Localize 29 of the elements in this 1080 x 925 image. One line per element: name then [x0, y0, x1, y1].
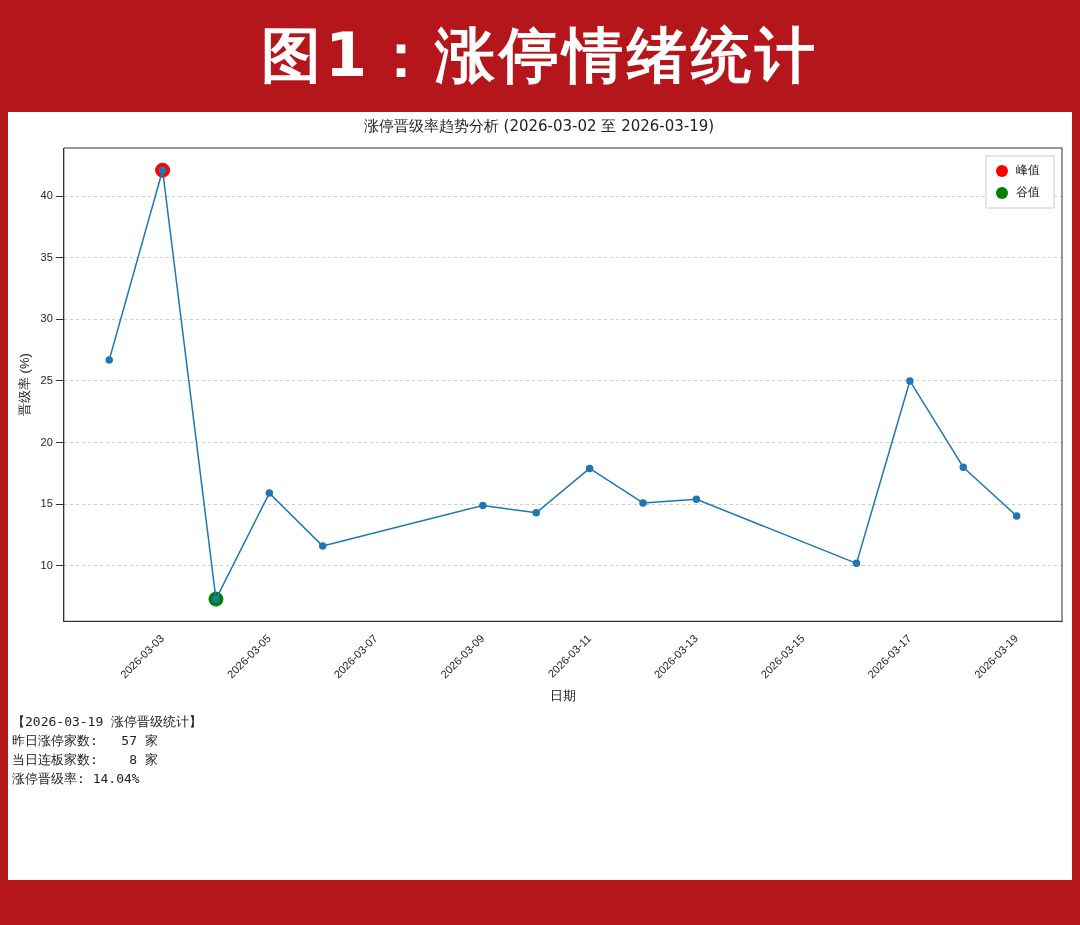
point: [959, 463, 967, 471]
y-tick-label: 35: [40, 250, 53, 263]
point: [532, 509, 540, 517]
point: [105, 356, 113, 364]
chart-title: 图1：涨停情绪统计: [0, 0, 1080, 112]
text: 当日连板家数: 8 家: [12, 751, 159, 769]
point: [692, 495, 701, 504]
point: [906, 377, 914, 385]
point: [1012, 512, 1021, 520]
point: [639, 499, 647, 507]
y-tick-label: 25: [40, 373, 53, 386]
text: 【2026-03-19 涨停晋级统计】: [12, 713, 203, 731]
point: [852, 559, 861, 568]
y-tick-label: 20: [40, 435, 53, 448]
y-tick-label: 10: [40, 558, 53, 571]
y-tick-label: 15: [40, 497, 53, 510]
point: [318, 542, 327, 550]
chart-subtitle: 涨停晋级率趋势分析 (2026-03-02 至 2026-03-19): [363, 116, 715, 135]
text: 涨停晋级率: 14.04%: [12, 770, 141, 788]
x-axis-title: 日期: [549, 687, 576, 703]
point: [479, 501, 487, 510]
text: 昨日涨停家数: 57 家: [12, 732, 159, 750]
y-tick-label: 30: [40, 312, 53, 325]
legend-label: 峰值: [1016, 163, 1040, 178]
y-tick-label: 40: [40, 189, 53, 202]
legend-label: 谷值: [1016, 185, 1040, 200]
point: [585, 464, 594, 473]
y-axis-title: 晋级率 (%): [17, 353, 33, 417]
point: [265, 489, 274, 497]
